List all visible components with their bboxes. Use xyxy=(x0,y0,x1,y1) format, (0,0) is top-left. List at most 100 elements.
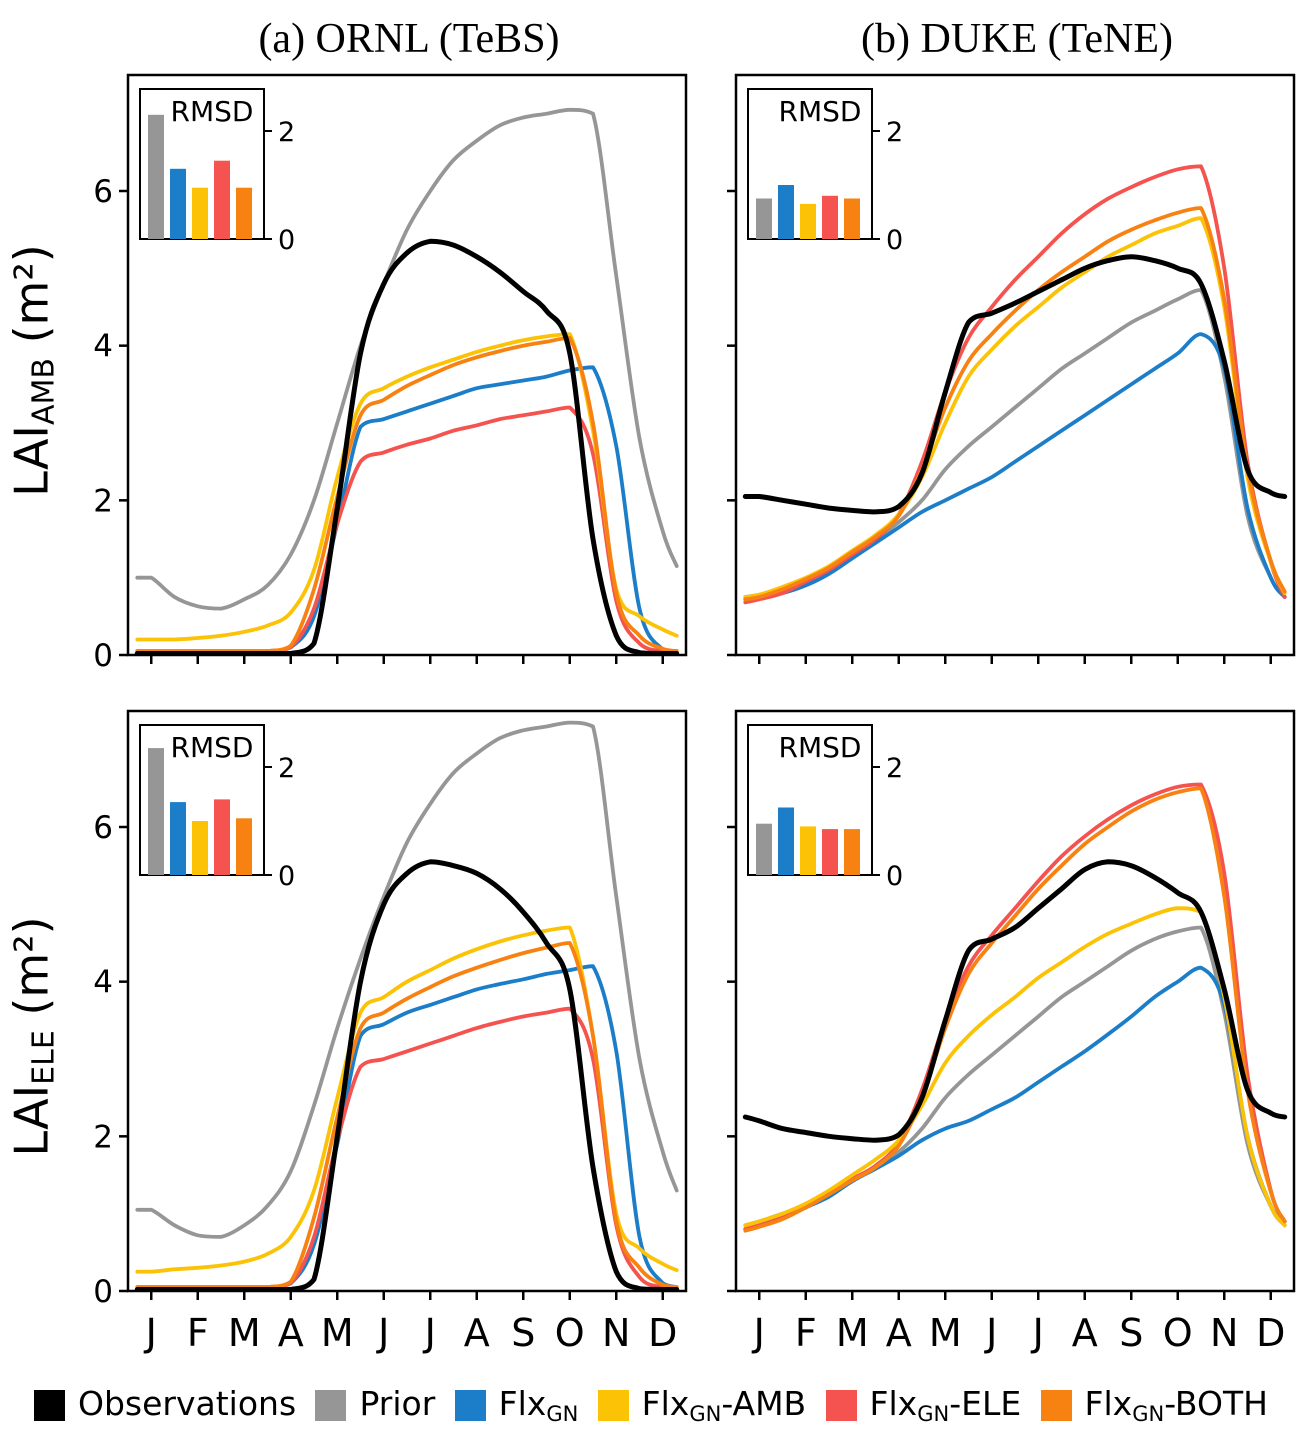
rmsd-inset-tick-label: 0 xyxy=(886,225,903,256)
rmsd-bar-both xyxy=(844,198,860,239)
month-tick-label: D xyxy=(1256,1311,1285,1355)
rmsd-inset-label: RMSD xyxy=(171,731,254,764)
ylabel-main: LAI xyxy=(4,424,59,497)
rmsd-bar-ele xyxy=(822,829,838,875)
rmsd-inset-label: RMSD xyxy=(171,95,254,128)
series-line-prior xyxy=(135,720,679,1239)
y-tick-label: 0 xyxy=(93,638,113,670)
rmsd-inset-tick-label: 2 xyxy=(278,753,295,784)
series-line-flx xyxy=(743,965,1287,1231)
ylabel-main: LAI xyxy=(4,1084,59,1157)
prior-swatch xyxy=(315,1389,347,1421)
month-tick-label: F xyxy=(795,1311,817,1355)
panel-a-title: (a) ORNL (TeBS) xyxy=(258,16,560,62)
plot-frame xyxy=(126,73,688,657)
row-amb: LAIAMB (m²) 0 2 4 6 RMSD 0 2 RMSD 0 2 xyxy=(0,70,1302,670)
series-line-obs xyxy=(134,859,680,1292)
legend-item-flxgn-amb: FlxGN-AMB xyxy=(597,1384,807,1426)
month-tick-label: J xyxy=(1031,1311,1044,1355)
rmsd-bar-amb xyxy=(192,821,208,875)
y-tick-label: 4 xyxy=(93,329,113,365)
series-line-amb xyxy=(135,332,679,642)
legend-label-flxgn-ele: FlxGN-ELE xyxy=(869,1384,1022,1426)
ylabel-sub: ELE xyxy=(26,1029,62,1085)
rmsd-inset-tick-label: 0 xyxy=(278,225,295,256)
ylabel-sub: AMB xyxy=(26,357,62,425)
panel-b-amb-chart: RMSD 0 2 xyxy=(727,73,1296,664)
y-tick-label: 6 xyxy=(93,174,113,210)
rmsd-inset-label: RMSD xyxy=(779,95,862,128)
series-line-prior xyxy=(743,925,1287,1228)
month-tick-label: M xyxy=(836,1311,869,1355)
plot-frame xyxy=(126,709,688,1293)
y-axis-label-ele: LAIELE (m²) xyxy=(5,916,62,1156)
rmsd-inset-tick-label: 2 xyxy=(886,753,903,784)
month-tick-label: D xyxy=(648,1311,677,1355)
flxgn-swatch xyxy=(454,1389,486,1421)
legend-label-flxgn: FlxGN xyxy=(498,1384,579,1426)
month-tick-label: J xyxy=(376,1311,389,1355)
y-axis-label-amb: LAIAMB (m²) xyxy=(5,244,62,496)
month-tick-label: O xyxy=(1163,1311,1193,1355)
rmsd-bar-flx xyxy=(170,168,186,239)
legend-item-flxgn-ele: FlxGN-ELE xyxy=(825,1384,1022,1426)
legend-label-observations: Observations xyxy=(78,1384,297,1423)
rmsd-inset-tick-label: 2 xyxy=(886,117,903,148)
month-tick-label: M xyxy=(929,1311,962,1355)
series-line-flx xyxy=(743,332,1287,602)
rmsd-bar-prior xyxy=(148,114,164,239)
rmsd-inset-tick-label: 0 xyxy=(886,861,903,892)
series-line-flx xyxy=(135,964,679,1289)
month-tick-label: A xyxy=(1072,1311,1098,1355)
observations-swatch xyxy=(34,1389,65,1421)
rmsd-inset-tick-label: 0 xyxy=(278,861,295,892)
y-tick-label: 0 xyxy=(93,1274,113,1310)
rmsd-bar-amb xyxy=(800,203,816,239)
legend-item-observations: Observations xyxy=(34,1384,296,1426)
y-tick-label: 6 xyxy=(93,810,113,846)
series-line-both xyxy=(743,786,1287,1233)
month-tick-label: S xyxy=(511,1311,535,1355)
rmsd-bar-both xyxy=(844,829,860,875)
rmsd-inset-tick-label: 2 xyxy=(278,117,295,148)
series-line-obs xyxy=(134,238,680,656)
rmsd-bar-prior xyxy=(756,198,772,239)
month-tick-label: A xyxy=(886,1311,912,1355)
month-tick-label: M xyxy=(321,1311,354,1355)
month-tick-label: J xyxy=(144,1311,157,1355)
month-tick-label: N xyxy=(1210,1311,1238,1355)
legend-item-flxgn: FlxGN xyxy=(454,1384,579,1426)
month-tick-label: J xyxy=(752,1311,765,1355)
flxgn-amb-swatch xyxy=(597,1389,629,1421)
legend-label-flxgn-amb: FlxGN-AMB xyxy=(641,1384,807,1426)
rmsd-inset-label: RMSD xyxy=(779,731,862,764)
legend-item-flxgn-both: FlxGN-BOTH xyxy=(1040,1384,1268,1426)
series-line-amb xyxy=(135,925,679,1274)
rmsd-bar-flx xyxy=(778,185,794,239)
series-line-prior xyxy=(135,107,679,611)
y-axis-label-ele-col: LAIELE (m²) xyxy=(0,706,66,1366)
legend-label-flxgn-both: FlxGN-BOTH xyxy=(1084,1384,1268,1426)
rmsd-bar-prior xyxy=(148,748,164,875)
rmsd-bar-both xyxy=(236,818,252,875)
series-line-ele xyxy=(743,164,1287,605)
ylabel-unit: (m²) xyxy=(4,243,59,358)
series-line-both xyxy=(135,336,679,654)
month-tick-label: F xyxy=(187,1311,209,1355)
ylabel-unit: (m²) xyxy=(4,915,59,1030)
series-line-obs xyxy=(742,859,1288,1143)
rmsd-bar-ele xyxy=(822,195,838,239)
series-line-amb xyxy=(743,906,1287,1228)
month-tick-label: N xyxy=(602,1311,630,1355)
rmsd-bar-both xyxy=(236,187,252,239)
series-line-obs xyxy=(742,254,1288,515)
flxgn-ele-swatch xyxy=(825,1389,857,1421)
month-tick-label: A xyxy=(464,1311,490,1355)
series-line-both xyxy=(743,206,1287,602)
legend-label-prior: Prior xyxy=(359,1384,436,1423)
month-tick-label: A xyxy=(278,1311,304,1355)
y-tick-label: 2 xyxy=(93,1119,113,1155)
